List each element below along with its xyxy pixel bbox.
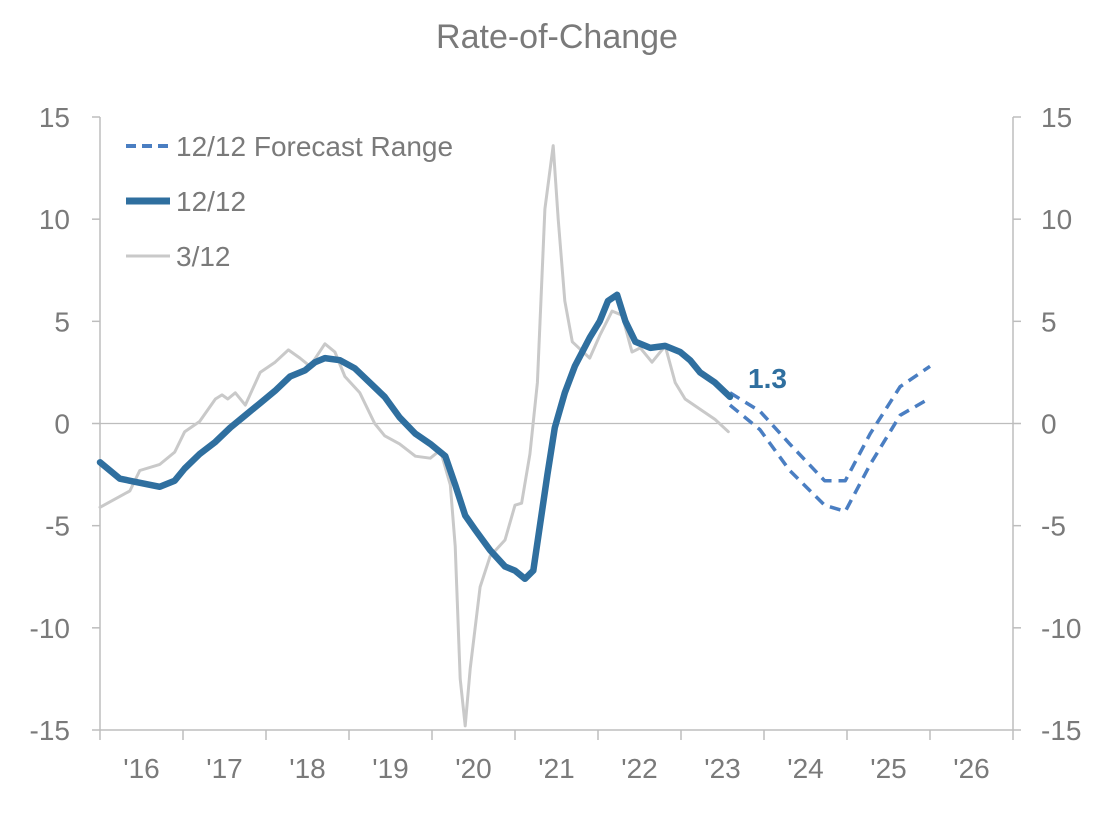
x-tick-label: '19 xyxy=(372,753,409,784)
left-y-tick-label: 15 xyxy=(39,102,70,133)
right-y-tick-label: 10 xyxy=(1041,204,1072,235)
left-y-tick-label: 5 xyxy=(54,306,70,337)
legend: 12/12 Forecast Range 12/12 3/12 xyxy=(126,131,453,272)
x-tick-label: '26 xyxy=(953,753,990,784)
left-y-tick-label: -10 xyxy=(30,613,70,644)
series-3-12-line xyxy=(98,144,730,728)
right-y-tick-label: -5 xyxy=(1041,511,1066,542)
x-tick-label: '20 xyxy=(455,753,492,784)
x-tick-label: '21 xyxy=(538,753,575,784)
left-y-tick-label: -15 xyxy=(30,715,70,746)
left-y-tick-label: -5 xyxy=(45,511,70,542)
x-tick-label: '16 xyxy=(123,753,160,784)
series-forecast-lower xyxy=(728,399,926,514)
right-y-tick-label: 5 xyxy=(1041,306,1057,337)
right-y-tick-label: -15 xyxy=(1041,715,1081,746)
x-tick-label: '18 xyxy=(289,753,326,784)
x-tick-label: '22 xyxy=(621,753,658,784)
x-tick-label: '17 xyxy=(206,753,243,784)
right-y-tick-label: 15 xyxy=(1041,102,1072,133)
x-tick-label: '24 xyxy=(787,753,824,784)
legend-label-forecast: 12/12 Forecast Range xyxy=(176,131,453,162)
series-12-12-line xyxy=(96,291,734,583)
chart-title: Rate-of-Change xyxy=(436,18,678,56)
series-forecast-upper xyxy=(729,364,931,483)
left-y-tick-label: 0 xyxy=(54,409,70,440)
legend-label-12-12: 12/12 xyxy=(176,186,246,217)
x-tick-label: '23 xyxy=(704,753,741,784)
x-tick-label: '25 xyxy=(870,753,907,784)
annotation-latest-value: 1.3 xyxy=(748,363,787,394)
right-y-tick-label: 0 xyxy=(1041,409,1057,440)
right-y-tick-label: -10 xyxy=(1041,613,1081,644)
legend-label-3-12: 3/12 xyxy=(176,241,231,272)
left-y-tick-label: 10 xyxy=(39,204,70,235)
